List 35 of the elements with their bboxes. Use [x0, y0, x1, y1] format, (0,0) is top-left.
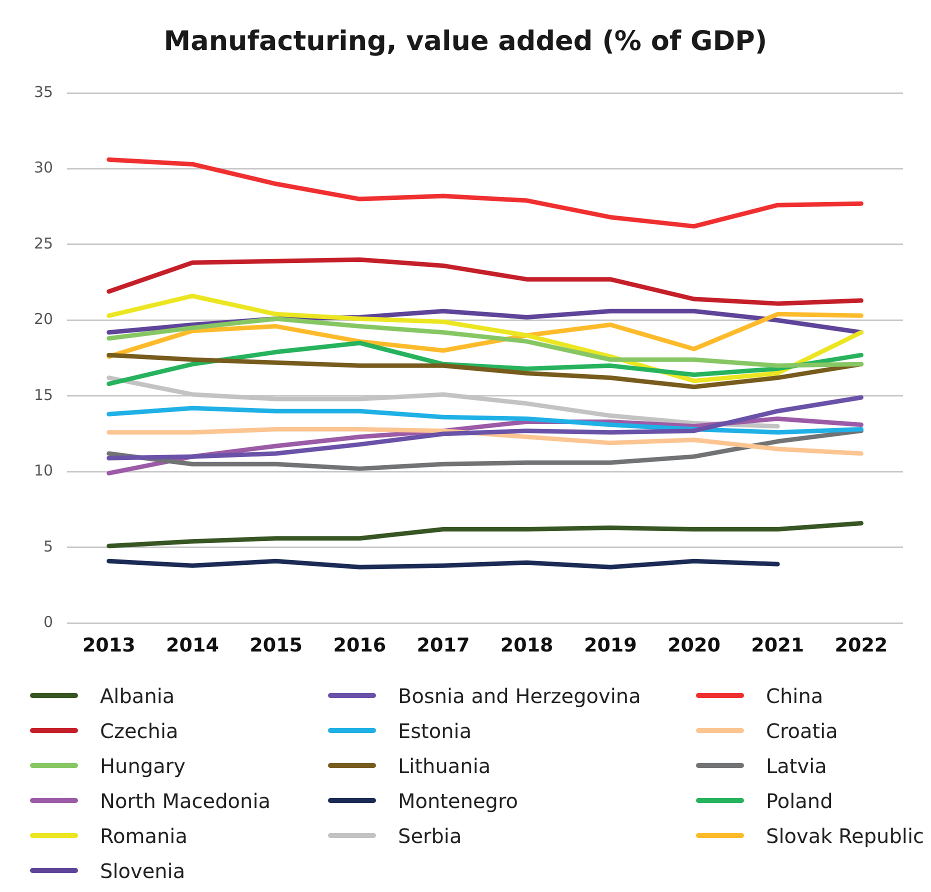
legend-label: Slovenia [100, 858, 186, 882]
legend-label: Bosnia and Herzegovina [398, 684, 641, 708]
y-tick-label: 20 [34, 310, 54, 328]
x-tick-label: 2018 [500, 634, 554, 657]
chart-title: Manufacturing, value added (% of GDP) [162, 26, 768, 57]
legend-label: Latvia [766, 754, 827, 778]
legend-label: Serbia [398, 824, 462, 848]
legend-label: Croatia [766, 718, 838, 742]
x-tick-label: 2019 [584, 634, 637, 657]
legend-label: Estonia [398, 718, 472, 742]
legend-label: Albania [100, 684, 175, 708]
x-tick-label: 2016 [333, 634, 386, 657]
x-tick-label: 2021 [751, 634, 804, 657]
x-tick-label: 2020 [668, 634, 720, 657]
y-tick-label: 25 [34, 234, 54, 252]
y-tick-label: 10 [34, 462, 54, 480]
legend-label: Montenegro [398, 788, 518, 812]
y-tick-label: 5 [44, 537, 54, 556]
y-tick-label: 15 [34, 386, 54, 404]
legend-label: Slovak Republic [766, 824, 924, 848]
legend-label: Lithuania [398, 754, 491, 778]
y-tick-label: 30 [34, 158, 54, 177]
legend-label: Hungary [100, 754, 186, 778]
legend-label: China [766, 684, 824, 708]
legend-label: Romania [100, 824, 188, 848]
x-tick-label: 2014 [166, 634, 219, 657]
y-tick-label: 35 [34, 82, 54, 101]
legend-label: Poland [766, 788, 833, 812]
legend-label: Czechia [100, 718, 178, 742]
x-tick-label: 2013 [82, 634, 136, 657]
x-tick-label: 2022 [834, 634, 888, 657]
legend-label: North Macedonia [100, 788, 271, 812]
y-tick-label: 0 [44, 613, 54, 632]
x-tick-label: 2017 [416, 634, 470, 657]
x-tick-label: 2015 [250, 634, 303, 657]
